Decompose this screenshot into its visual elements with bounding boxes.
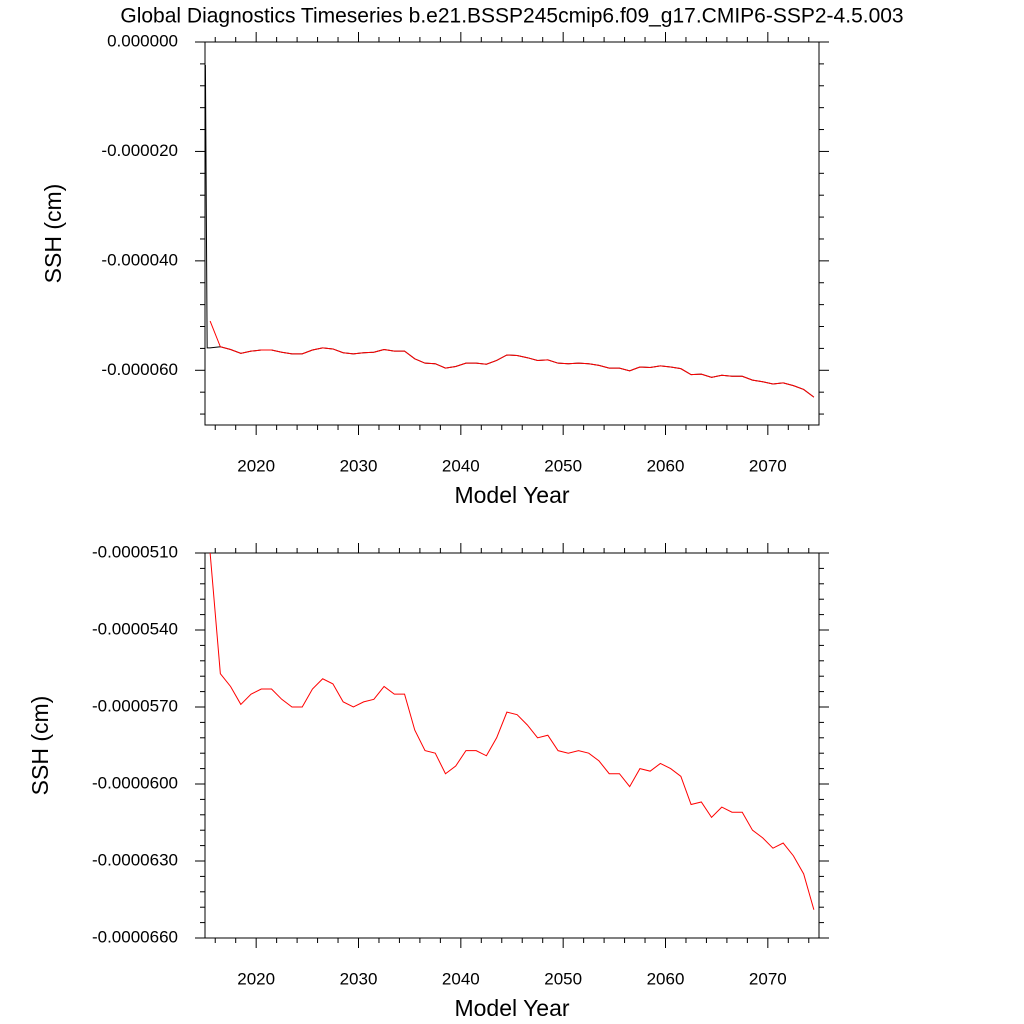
x-tick-label: 2050 (544, 969, 582, 988)
y-axis-label: SSH (cm) (27, 696, 53, 796)
series-line (209, 553, 815, 910)
x-tick-label: 2060 (647, 969, 685, 988)
y-tick-label: -0.0000630 (92, 850, 178, 869)
y-tick-label: -0.0000540 (92, 619, 178, 638)
y-tick-label: -0.000060 (101, 360, 178, 379)
series-line (209, 320, 815, 398)
y-tick-label: -0.0000570 (92, 696, 178, 715)
y-tick-label: -0.000020 (101, 141, 178, 160)
x-tick-label: 2030 (340, 456, 378, 475)
y-tick-label: -0.0000510 (92, 542, 178, 561)
x-tick-label: 2030 (340, 969, 378, 988)
x-tick-label: 2020 (237, 456, 275, 475)
y-tick-label: -0.000040 (101, 250, 178, 269)
x-axis-label: Model Year (454, 995, 569, 1021)
chart-title: Global Diagnostics Timeseries b.e21.BSSP… (120, 5, 903, 28)
plot-frame (204, 41, 820, 426)
x-tick-label: 2070 (749, 969, 787, 988)
x-tick-label: 2040 (442, 969, 480, 988)
y-tick-label: 0.000000 (107, 31, 178, 50)
x-tick-label: 2070 (749, 456, 787, 475)
y-axis-label: SSH (cm) (40, 184, 66, 284)
y-tick-label: -0.0000600 (92, 773, 178, 792)
series-line (205, 64, 815, 398)
x-tick-label: 2040 (442, 456, 480, 475)
x-tick-label: 2050 (544, 456, 582, 475)
x-tick-label: 2020 (237, 969, 275, 988)
x-tick-label: 2060 (647, 456, 685, 475)
y-tick-label: -0.0000660 (92, 927, 178, 946)
x-axis-label: Model Year (454, 482, 569, 508)
plot-frame (204, 552, 820, 939)
